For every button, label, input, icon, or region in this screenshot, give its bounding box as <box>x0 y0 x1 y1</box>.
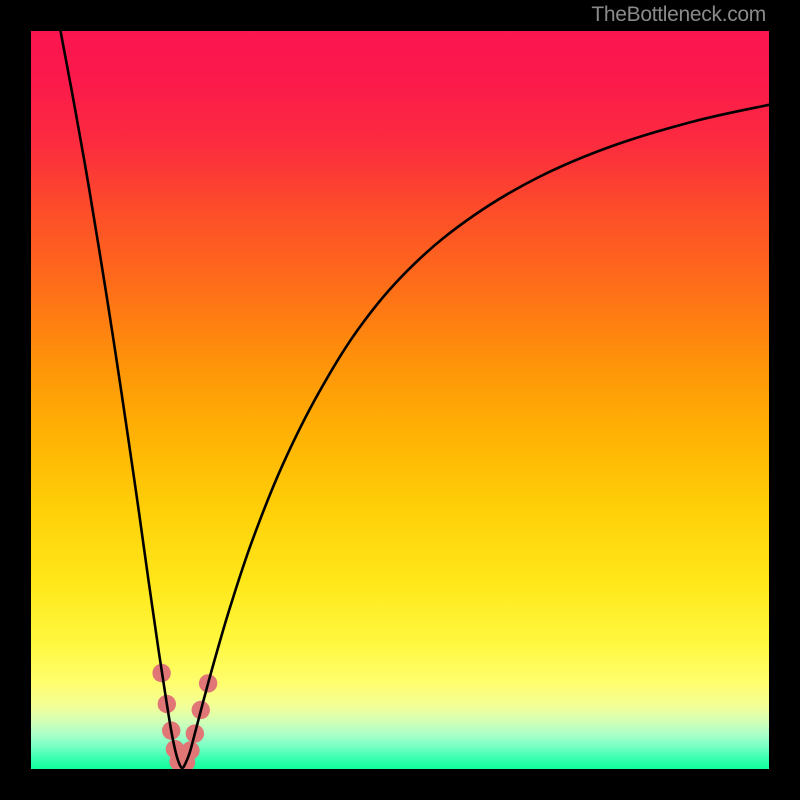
chart-container: TheBottleneck.com <box>0 0 800 800</box>
watermark-text: TheBottleneck.com <box>591 3 766 27</box>
gradient-background <box>31 31 769 769</box>
bottleneck-plot <box>31 31 769 769</box>
